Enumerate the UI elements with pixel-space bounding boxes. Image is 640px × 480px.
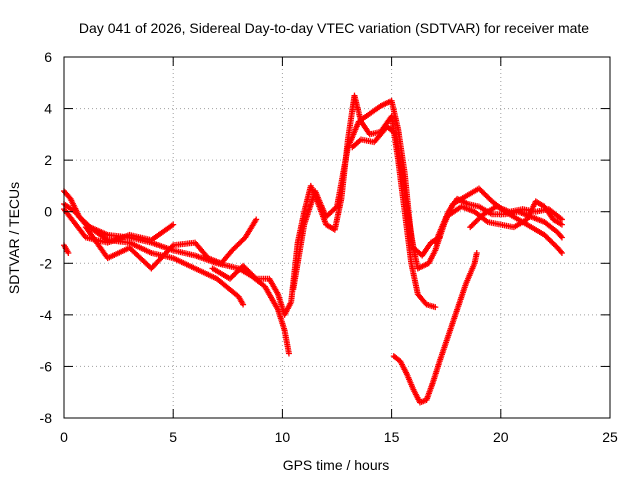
x-tick-label: 25 xyxy=(602,429,618,445)
series-track-2 xyxy=(61,200,247,308)
y-axis-label: SDTVAR / TECUs xyxy=(6,182,22,294)
data-point xyxy=(253,216,260,223)
data-point xyxy=(170,221,177,228)
data-point xyxy=(65,249,72,256)
series-track-3 xyxy=(61,242,72,256)
series-track-7 xyxy=(290,97,565,293)
x-axis-label: GPS time / hours xyxy=(283,457,390,473)
data-point xyxy=(557,248,564,255)
series-track-4 xyxy=(61,206,177,246)
series-track-1 xyxy=(61,188,292,357)
y-tick-label: -2 xyxy=(40,255,53,271)
data-point xyxy=(558,249,565,256)
chart-title: Day 041 of 2026, Sidereal Day-to-day VTE… xyxy=(79,20,589,36)
data-point xyxy=(168,243,175,250)
data-point xyxy=(558,234,565,241)
series-track-5 xyxy=(82,216,260,272)
data-point xyxy=(432,304,439,311)
series-track-11 xyxy=(467,203,565,231)
axis-ticks: 0 5 10 15 20 25 -8 -6 -4 -2 0 2 4 6 xyxy=(40,49,618,445)
y-tick-label: -6 xyxy=(40,358,53,374)
x-tick-label: 5 xyxy=(169,429,177,445)
plot-frame xyxy=(63,56,611,419)
data-point xyxy=(251,274,258,281)
series-track-9 xyxy=(432,195,565,246)
data-point xyxy=(473,249,480,256)
y-tick-label: 2 xyxy=(44,152,52,168)
y-tick-label: 0 xyxy=(44,204,52,220)
series-track-8 xyxy=(349,123,443,259)
data-point xyxy=(558,221,565,228)
data-point xyxy=(240,301,247,308)
y-tick-label: -4 xyxy=(40,307,53,323)
data-point xyxy=(557,233,564,240)
x-tick-label: 15 xyxy=(384,429,400,445)
y-tick-label: 6 xyxy=(44,49,52,65)
data-point xyxy=(558,216,565,223)
series-track-12 xyxy=(390,249,480,406)
data-point xyxy=(285,350,292,357)
data-points xyxy=(61,92,565,406)
y-tick-label: -8 xyxy=(40,410,53,426)
x-tick-label: 10 xyxy=(275,429,291,445)
x-tick-label: 0 xyxy=(60,429,68,445)
y-tick-label: 4 xyxy=(44,101,52,117)
x-tick-label: 20 xyxy=(493,429,509,445)
